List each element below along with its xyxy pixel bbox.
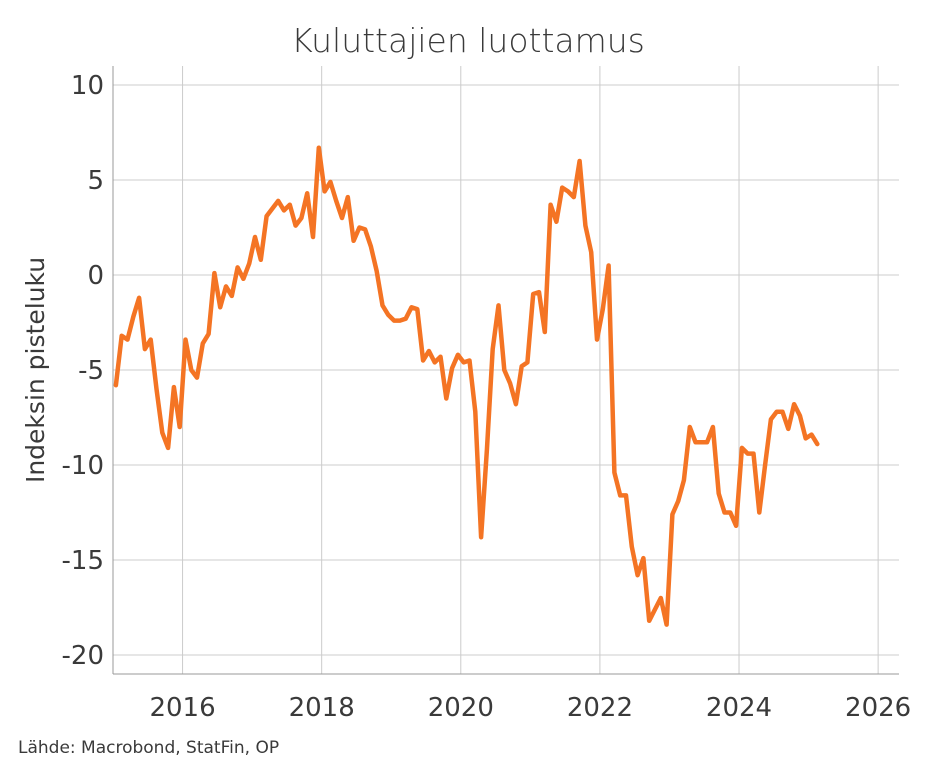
tick-labels: 10 5 0 -5 -10 -15 -20 2016 2018 2020 2022 2024 2026	[62, 71, 912, 723]
y-tick-label: 5	[87, 166, 104, 196]
y-tick-label: 10	[71, 71, 104, 101]
y-tick-label: -15	[62, 546, 104, 576]
axes	[112, 66, 899, 675]
chart-title: Kuluttajien luottamus	[291, 21, 645, 60]
y-tick-label: -20	[62, 641, 104, 671]
y-tick-label: -10	[62, 451, 104, 481]
source-note: Lähde: Macrobond, StatFin, OP	[18, 738, 280, 758]
series-line	[113, 145, 820, 627]
x-tick-label: 2022	[567, 693, 633, 723]
y-tick-label: 0	[87, 261, 104, 291]
series-layer	[113, 145, 820, 627]
x-tick-label: 2024	[706, 693, 772, 723]
y-tick-label: -5	[78, 356, 104, 386]
x-tick-label: 2020	[428, 693, 494, 723]
x-tick-label: 2016	[149, 693, 215, 723]
x-tick-label: 2018	[289, 693, 355, 723]
y-axis-label: Indeksin pisteluku	[21, 257, 50, 483]
x-tick-label: 2026	[845, 693, 911, 723]
